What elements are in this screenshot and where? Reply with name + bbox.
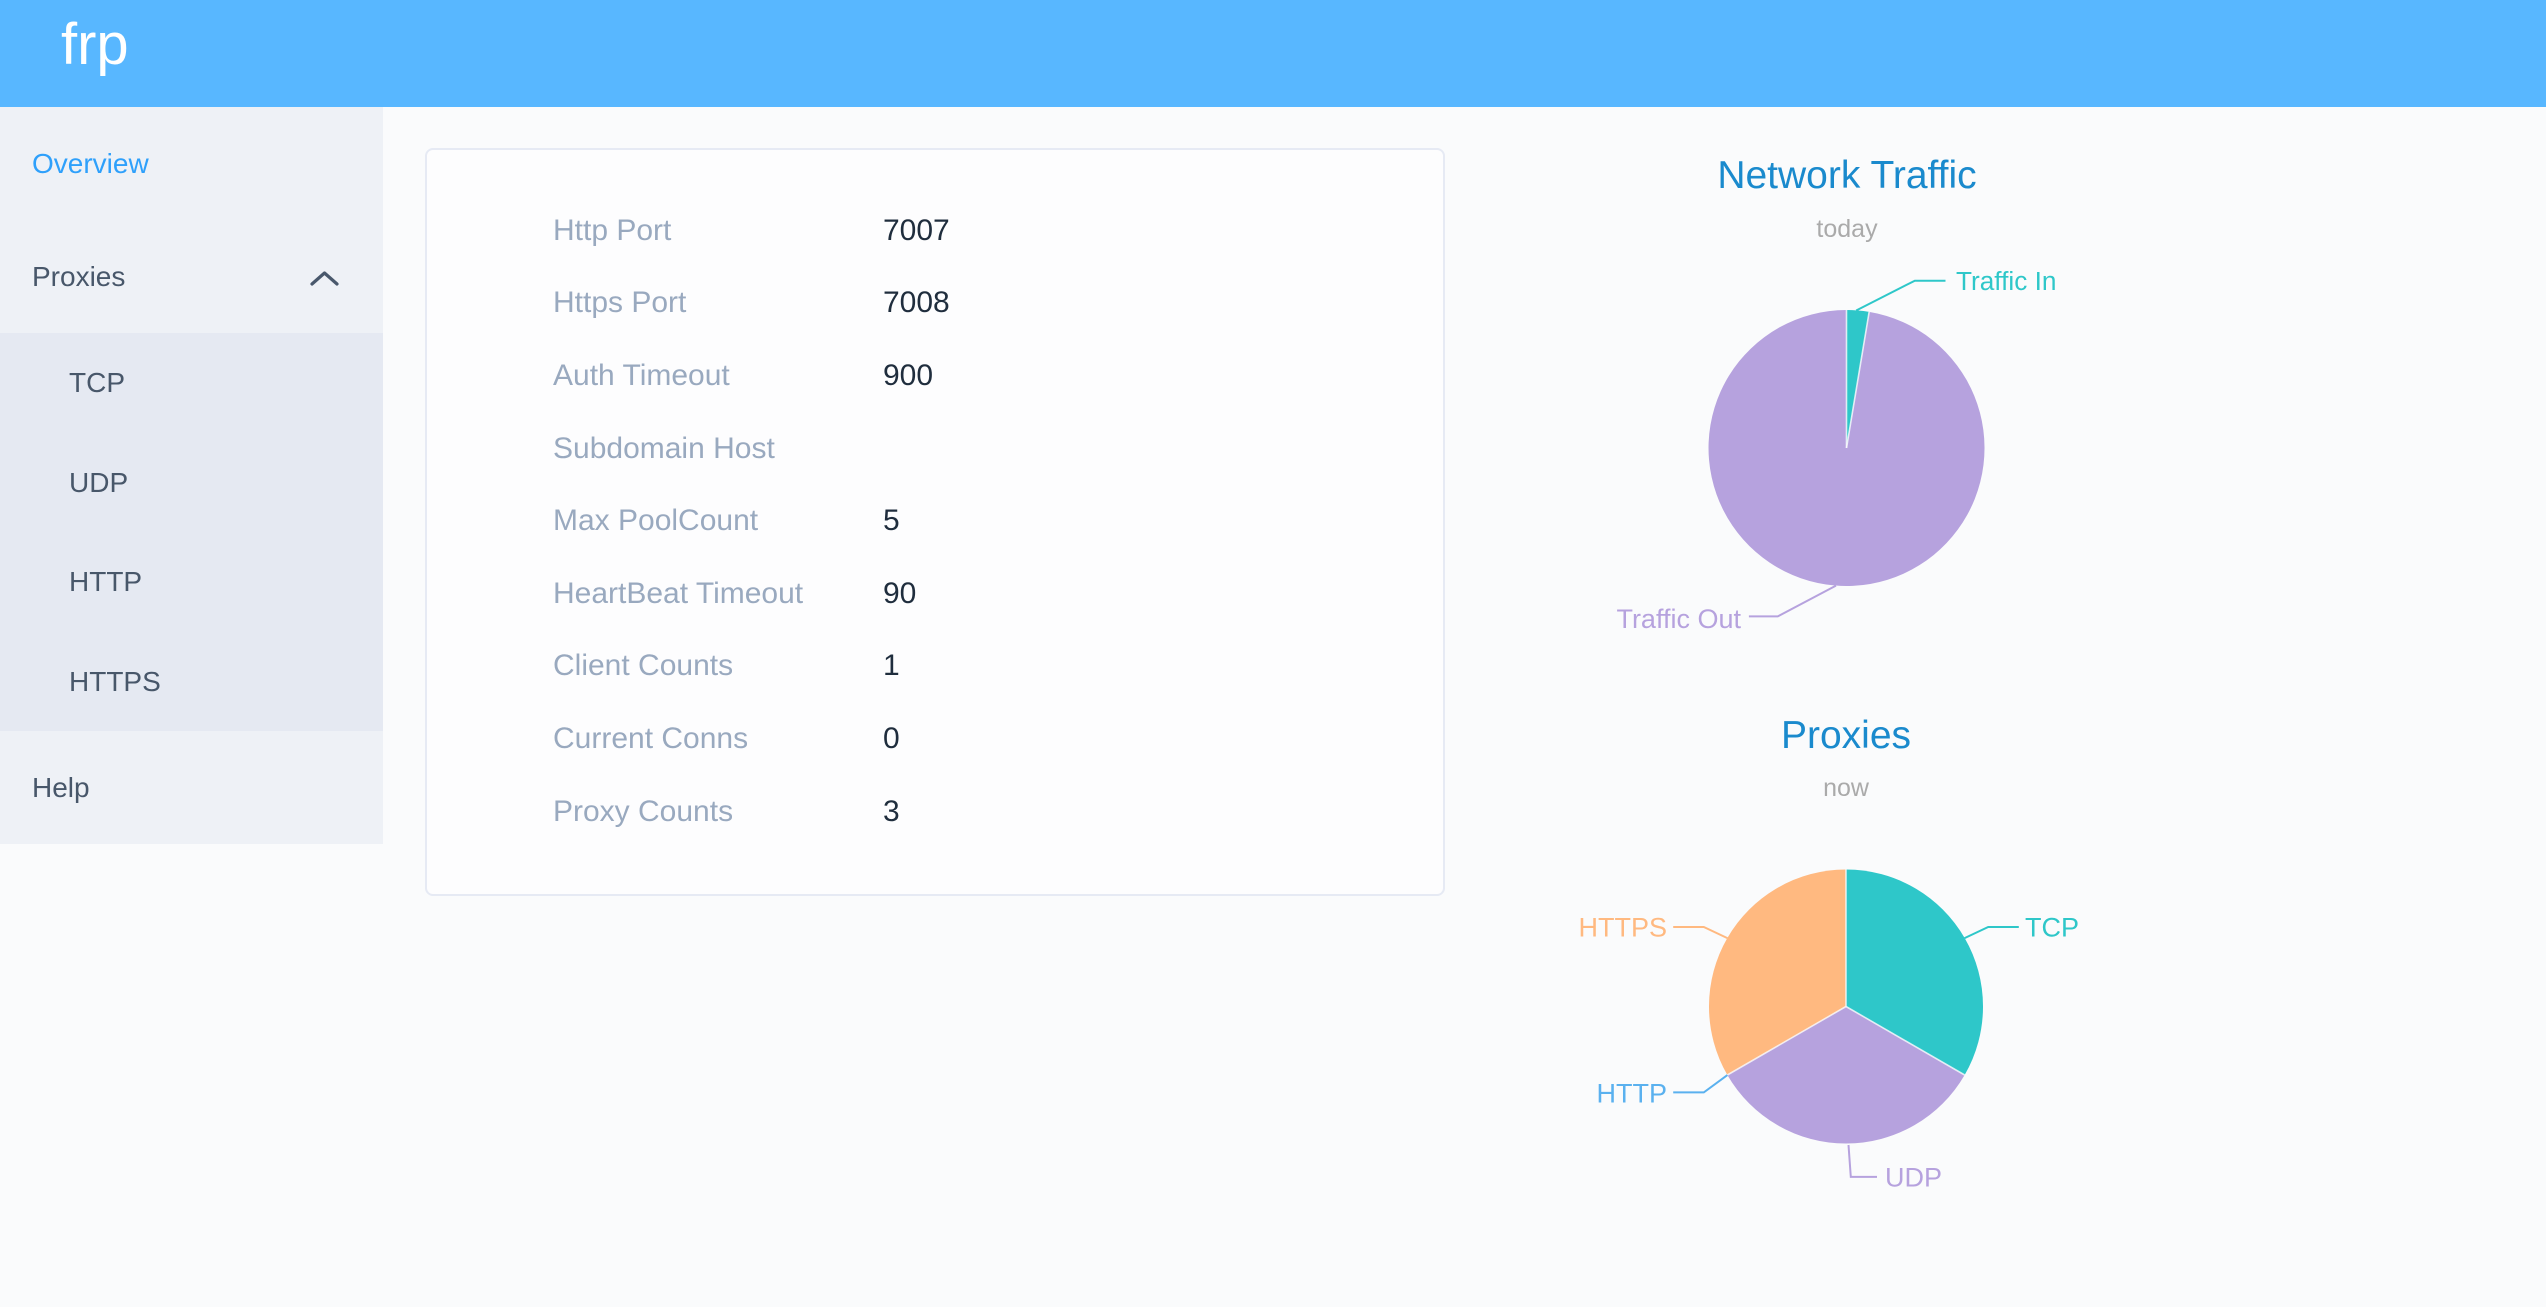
svg-text:HTTPS: HTTPS (1578, 913, 1667, 943)
svg-text:UDP: UDP (1885, 1163, 1942, 1193)
svg-text:Traffic Out: Traffic Out (1616, 604, 1741, 634)
svg-text:Traffic In: Traffic In (1956, 266, 2056, 296)
svg-text:HTTP: HTTP (1597, 1078, 1668, 1108)
svg-text:TCP: TCP (2025, 913, 2079, 943)
